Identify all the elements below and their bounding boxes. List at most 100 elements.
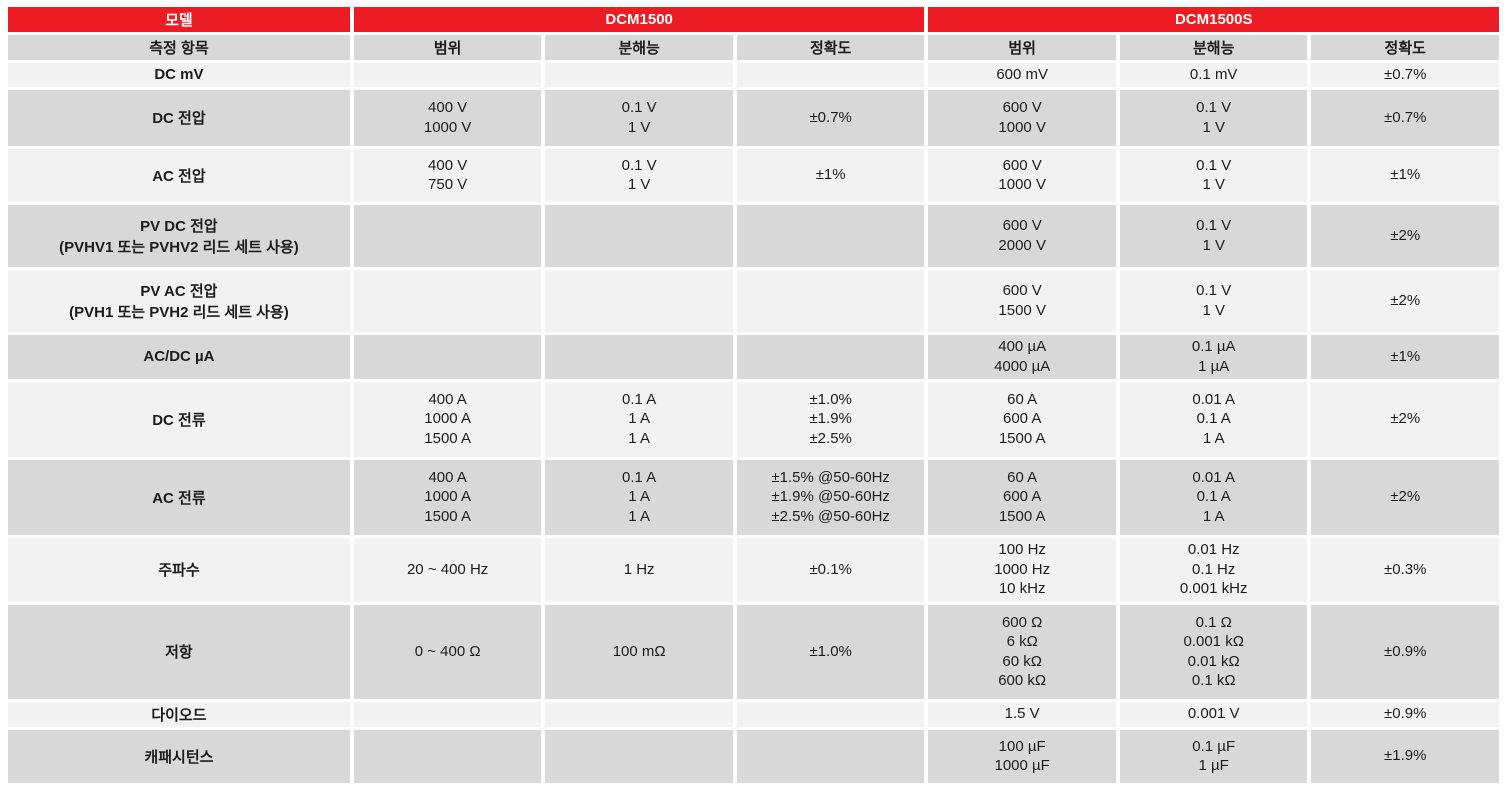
resolution-column-header-1: 분해능 (545, 35, 733, 60)
m1-accuracy-cell: ±1.5% @50-60Hz ±1.9% @50-60Hz ±2.5% @50-… (736, 459, 925, 535)
m2-accuracy-cell: ±1% (1311, 148, 1499, 202)
measurement-item-cell: 저항 (8, 604, 350, 699)
m1-resolution-cell (545, 729, 733, 783)
table-row: 저항 0 ~ 400 Ω 100 mΩ ±1.0% 600 Ω 6 kΩ 60 … (8, 604, 1499, 699)
measurement-item-cell: 주파수 (8, 537, 350, 602)
m2-accuracy-cell: ±0.7% (1311, 63, 1499, 87)
m1-range-cell: 0 ~ 400 Ω (353, 604, 542, 699)
m2-accuracy-cell: ±2% (1311, 269, 1499, 332)
m2-accuracy-cell: ±0.9% (1311, 604, 1499, 699)
resolution-column-header-2: 분해능 (1119, 35, 1308, 60)
table-row: AC 전압 400 V 750 V 0.1 V 1 V ±1% 600 V 10… (8, 148, 1499, 202)
m2-resolution-cell: 0.01 A 0.1 A 1 A (1119, 381, 1308, 457)
m2-range-cell: 600 V 1500 V (928, 269, 1116, 332)
m2-accuracy-cell: ±0.7% (1311, 89, 1499, 146)
m2-resolution-cell: 0.01 Hz 0.1 Hz 0.001 kHz (1119, 537, 1308, 602)
m1-resolution-cell: 0.1 V 1 V (545, 148, 733, 202)
table-row: AC 전류 400 A 1000 A 1500 A 0.1 A 1 A 1 A … (8, 459, 1499, 535)
m1-range-cell (353, 334, 542, 379)
m1-accuracy-cell: ±1% (736, 148, 925, 202)
accuracy-column-header-2: 정확도 (1311, 35, 1499, 60)
m2-range-cell: 600 V 2000 V (928, 204, 1116, 267)
m2-range-cell: 100 Hz 1000 Hz 10 kHz (928, 537, 1116, 602)
spec-table-body: DC mV 600 mV 0.1 mV ±0.7% DC 전압 400 V 10… (8, 63, 1499, 783)
m2-resolution-cell: 0.001 V (1119, 701, 1308, 727)
measurement-item-cell: AC/DC µA (8, 334, 350, 379)
m1-range-cell (353, 701, 542, 727)
measurement-item-cell: 다이오드 (8, 701, 350, 727)
m1-resolution-cell (545, 63, 733, 87)
measurement-item-cell: 캐패시턴스 (8, 729, 350, 783)
m2-resolution-cell: 0.1 mV (1119, 63, 1308, 87)
m2-range-cell: 600 mV (928, 63, 1116, 87)
m2-accuracy-cell: ±1% (1311, 334, 1499, 379)
m1-accuracy-cell (736, 63, 925, 87)
table-row: PV AC 전압 (PVH1 또는 PVH2 리드 세트 사용) 600 V 1… (8, 269, 1499, 332)
model-dcm1500-cell: DCM1500 (353, 7, 925, 32)
m2-resolution-cell: 0.01 A 0.1 A 1 A (1119, 459, 1308, 535)
m2-resolution-cell: 0.1 V 1 V (1119, 148, 1308, 202)
m1-resolution-cell: 0.1 A 1 A 1 A (545, 459, 733, 535)
m2-accuracy-cell: ±2% (1311, 459, 1499, 535)
m2-accuracy-cell: ±0.9% (1311, 701, 1499, 727)
m2-resolution-cell: 0.1 µF 1 µF (1119, 729, 1308, 783)
m1-resolution-cell (545, 269, 733, 332)
m2-range-cell: 100 µF 1000 µF (928, 729, 1116, 783)
accuracy-column-header-1: 정확도 (736, 35, 925, 60)
table-row: 다이오드 1.5 V 0.001 V ±0.9% (8, 701, 1499, 727)
m2-resolution-cell: 0.1 V 1 V (1119, 269, 1308, 332)
m1-accuracy-cell (736, 334, 925, 379)
m1-resolution-cell (545, 334, 733, 379)
m1-range-cell (353, 729, 542, 783)
range-column-header-1: 범위 (353, 35, 542, 60)
m1-accuracy-cell (736, 729, 925, 783)
m1-resolution-cell: 0.1 A 1 A 1 A (545, 381, 733, 457)
m1-range-cell (353, 204, 542, 267)
m2-range-cell: 60 A 600 A 1500 A (928, 381, 1116, 457)
m1-accuracy-cell (736, 269, 925, 332)
table-row: AC/DC µA 400 µA 4000 µA 0.1 µA 1 µA ±1% (8, 334, 1499, 379)
spec-comparison-table: 모델 DCM1500 DCM1500S 측정 항목 범위 분해능 정확도 범위 … (4, 4, 1503, 786)
m1-range-cell: 400 V 1000 V (353, 89, 542, 146)
measurement-item-cell: PV AC 전압 (PVH1 또는 PVH2 리드 세트 사용) (8, 269, 350, 332)
table-row: DC 전압 400 V 1000 V 0.1 V 1 V ±0.7% 600 V… (8, 89, 1499, 146)
column-header-row: 측정 항목 범위 분해능 정확도 범위 분해능 정확도 (8, 35, 1499, 60)
m2-range-cell: 600 V 1000 V (928, 148, 1116, 202)
m1-range-cell: 20 ~ 400 Hz (353, 537, 542, 602)
m1-accuracy-cell (736, 701, 925, 727)
m2-resolution-cell: 0.1 Ω 0.001 kΩ 0.01 kΩ 0.1 kΩ (1119, 604, 1308, 699)
m1-accuracy-cell: ±1.0% (736, 604, 925, 699)
table-row: PV DC 전압 (PVHV1 또는 PVHV2 리드 세트 사용) 600 V… (8, 204, 1499, 267)
m1-accuracy-cell: ±0.1% (736, 537, 925, 602)
model-dcm1500s-cell: DCM1500S (928, 7, 1499, 32)
m1-resolution-cell (545, 701, 733, 727)
model-label-cell: 모델 (8, 7, 350, 32)
model-header-row: 모델 DCM1500 DCM1500S (8, 7, 1499, 32)
m1-range-cell: 400 A 1000 A 1500 A (353, 459, 542, 535)
table-row: 캐패시턴스 100 µF 1000 µF 0.1 µF 1 µF ±1.9% (8, 729, 1499, 783)
m1-resolution-cell (545, 204, 733, 267)
table-row: DC mV 600 mV 0.1 mV ±0.7% (8, 63, 1499, 87)
m2-accuracy-cell: ±2% (1311, 204, 1499, 267)
measurement-item-cell: PV DC 전압 (PVHV1 또는 PVHV2 리드 세트 사용) (8, 204, 350, 267)
measurement-item-cell: DC mV (8, 63, 350, 87)
table-header: 모델 DCM1500 DCM1500S 측정 항목 범위 분해능 정확도 범위 … (8, 7, 1499, 60)
m1-resolution-cell: 100 mΩ (545, 604, 733, 699)
m1-resolution-cell: 1 Hz (545, 537, 733, 602)
m2-accuracy-cell: ±2% (1311, 381, 1499, 457)
range-column-header-2: 범위 (928, 35, 1116, 60)
m2-resolution-cell: 0.1 V 1 V (1119, 89, 1308, 146)
m2-accuracy-cell: ±1.9% (1311, 729, 1499, 783)
m1-range-cell (353, 269, 542, 332)
m2-resolution-cell: 0.1 µA 1 µA (1119, 334, 1308, 379)
m1-range-cell (353, 63, 542, 87)
m1-accuracy-cell: ±1.0% ±1.9% ±2.5% (736, 381, 925, 457)
m1-accuracy-cell: ±0.7% (736, 89, 925, 146)
m1-range-cell: 400 V 750 V (353, 148, 542, 202)
m2-range-cell: 400 µA 4000 µA (928, 334, 1116, 379)
measurement-item-cell: AC 전류 (8, 459, 350, 535)
measurement-item-cell: DC 전압 (8, 89, 350, 146)
measurement-item-cell: AC 전압 (8, 148, 350, 202)
m2-resolution-cell: 0.1 V 1 V (1119, 204, 1308, 267)
item-column-header: 측정 항목 (8, 35, 350, 60)
